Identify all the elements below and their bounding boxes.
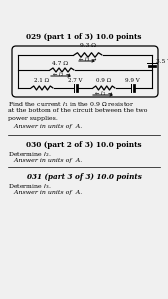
Text: at the bottom of the circuit between the two: at the bottom of the circuit between the… — [8, 108, 148, 113]
Text: Determine $I_3$.: Determine $I_3$. — [8, 182, 52, 191]
Text: 0.9 Ω: 0.9 Ω — [96, 78, 112, 83]
Text: Answer in units of  A.: Answer in units of A. — [8, 158, 82, 163]
Text: 3.5 V: 3.5 V — [156, 59, 168, 64]
Text: power supplies.: power supplies. — [8, 116, 58, 121]
Text: 029 (part 1 of 3) 10.0 points: 029 (part 1 of 3) 10.0 points — [26, 33, 142, 41]
Text: 4.7 Ω: 4.7 Ω — [52, 61, 68, 66]
Text: $\leftarrow\;I_3\;\rightarrow$: $\leftarrow\;I_3\;\rightarrow$ — [77, 56, 97, 65]
Text: $\leftarrow\;I_2\;\rightarrow$: $\leftarrow\;I_2\;\rightarrow$ — [51, 71, 71, 80]
Text: Answer in units of  A.: Answer in units of A. — [8, 190, 82, 195]
Text: Find the current $I_1$ in the 0.9 $\Omega$ resistor: Find the current $I_1$ in the 0.9 $\Omeg… — [8, 100, 134, 109]
Text: 2.1 Ω: 2.1 Ω — [34, 78, 50, 83]
Text: 2.7 V: 2.7 V — [68, 78, 82, 83]
Text: $\leftarrow\;I_1\;\rightarrow$: $\leftarrow\;I_1\;\rightarrow$ — [93, 89, 113, 98]
Text: 030 (part 2 of 3) 10.0 points: 030 (part 2 of 3) 10.0 points — [26, 141, 142, 149]
Text: 031 (part 3 of 3) 10.0 points: 031 (part 3 of 3) 10.0 points — [27, 173, 141, 181]
Text: 9.3 Ω: 9.3 Ω — [80, 43, 96, 48]
FancyBboxPatch shape — [12, 46, 158, 97]
Text: Answer in units of  A.: Answer in units of A. — [8, 124, 82, 129]
Text: 9.9 V: 9.9 V — [125, 78, 139, 83]
Text: Determine $I_2$.: Determine $I_2$. — [8, 150, 52, 159]
